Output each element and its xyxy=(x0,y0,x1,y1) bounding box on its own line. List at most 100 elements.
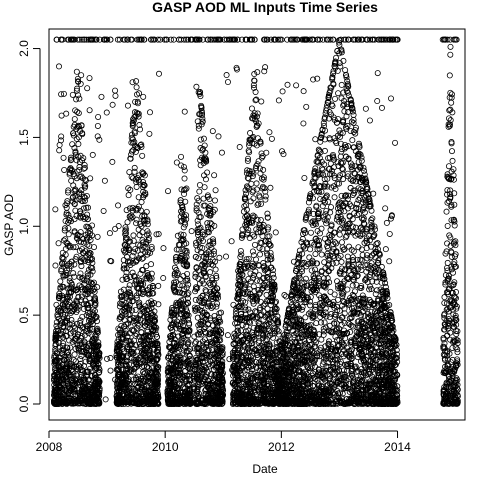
data-point xyxy=(257,251,264,258)
data-point xyxy=(196,188,203,195)
data-point xyxy=(95,369,102,376)
data-point xyxy=(83,373,90,380)
data-point xyxy=(79,313,86,320)
data-point xyxy=(200,135,207,142)
data-point xyxy=(82,231,89,238)
data-point xyxy=(74,85,81,92)
data-point xyxy=(181,175,188,182)
data-point xyxy=(76,95,83,102)
data-point xyxy=(85,250,92,257)
data-point xyxy=(78,275,85,282)
data-point xyxy=(74,372,81,379)
data-point xyxy=(81,341,88,348)
data-point xyxy=(90,353,97,360)
data-point xyxy=(66,275,73,282)
data-point xyxy=(85,302,92,309)
data-point xyxy=(78,263,85,270)
data-point xyxy=(94,381,101,388)
data-point xyxy=(260,166,267,173)
data-point xyxy=(85,313,92,320)
data-point xyxy=(144,231,151,238)
data-point xyxy=(255,158,262,165)
data-point xyxy=(78,333,85,340)
data-point xyxy=(92,299,99,306)
data-point xyxy=(93,326,100,333)
data-point xyxy=(92,297,99,304)
data-point xyxy=(78,191,85,198)
data-point xyxy=(81,239,88,246)
data-point xyxy=(65,219,72,226)
data-point xyxy=(131,168,138,175)
data-point xyxy=(257,170,264,177)
data-point xyxy=(249,248,256,255)
data-point xyxy=(61,386,68,393)
data-point xyxy=(51,388,58,395)
data-point xyxy=(83,385,90,392)
data-point xyxy=(60,263,67,270)
data-point xyxy=(253,277,260,284)
data-point xyxy=(81,216,88,223)
data-point xyxy=(71,351,78,358)
data-point xyxy=(181,167,188,174)
data-point xyxy=(138,141,145,148)
data-point xyxy=(77,320,84,327)
data-point xyxy=(264,214,271,221)
data-point xyxy=(130,232,137,239)
data-point xyxy=(91,400,98,407)
data-point xyxy=(129,175,136,182)
data-point xyxy=(332,95,339,102)
data-point xyxy=(84,309,91,316)
data-point xyxy=(57,367,64,374)
data-point xyxy=(80,205,87,212)
data-point xyxy=(237,247,244,254)
data-point xyxy=(76,282,83,289)
data-point xyxy=(55,294,62,301)
data-point xyxy=(89,259,96,266)
data-point xyxy=(85,259,92,266)
data-point xyxy=(240,348,247,355)
data-point xyxy=(68,177,75,184)
data-point xyxy=(61,227,68,234)
data-point xyxy=(56,384,63,391)
data-point xyxy=(56,383,63,390)
data-point xyxy=(63,327,70,334)
data-point xyxy=(135,226,142,233)
data-point xyxy=(144,221,151,228)
data-point xyxy=(78,122,85,129)
data-point xyxy=(66,307,73,314)
data-point xyxy=(184,291,191,298)
data-point xyxy=(78,340,85,347)
data-point xyxy=(248,105,255,112)
data-point xyxy=(126,298,133,305)
data-point xyxy=(82,297,89,304)
data-point xyxy=(93,328,100,335)
data-point xyxy=(344,286,351,293)
data-point xyxy=(87,271,94,278)
data-point xyxy=(89,325,96,332)
data-point xyxy=(69,379,76,386)
data-point xyxy=(80,323,87,330)
chart-title: GASP AOD ML Inputs Time Series xyxy=(152,0,378,15)
data-point xyxy=(73,304,80,311)
data-point xyxy=(87,250,94,257)
data-point xyxy=(77,390,84,397)
data-point xyxy=(75,122,82,129)
data-point xyxy=(90,394,97,401)
data-point xyxy=(59,342,66,349)
data-point xyxy=(59,249,66,256)
data-point xyxy=(84,270,91,277)
data-point xyxy=(88,331,95,338)
data-point xyxy=(65,231,72,238)
data-point xyxy=(148,261,155,268)
data-point xyxy=(65,242,72,249)
data-point xyxy=(62,236,69,243)
data-point xyxy=(130,237,137,244)
data-point xyxy=(74,300,81,307)
data-point xyxy=(253,180,260,187)
data-point xyxy=(68,399,75,406)
data-point xyxy=(64,317,71,324)
data-point xyxy=(72,358,79,365)
data-point xyxy=(77,270,84,277)
data-point xyxy=(77,214,84,221)
data-points xyxy=(50,36,461,407)
